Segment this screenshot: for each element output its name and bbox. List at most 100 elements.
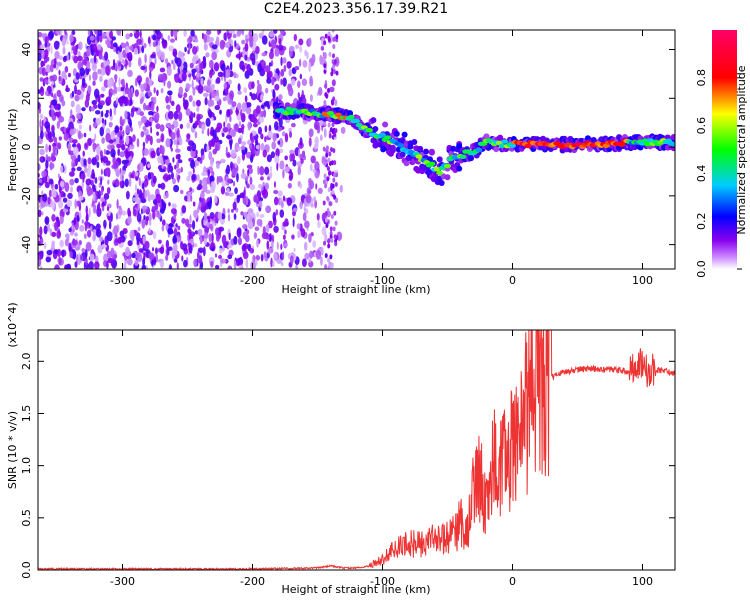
- spectrogram-cell: [84, 220, 89, 227]
- spectrogram-cell: [221, 234, 227, 245]
- spectrogram-cell: [333, 69, 337, 75]
- spectrogram-cell: [278, 38, 282, 46]
- spectrogram-cell: [41, 67, 46, 77]
- spectrogram-cell: [110, 89, 117, 94]
- spectrogram-cell: [246, 213, 250, 222]
- spectrogram-cell: [249, 247, 255, 254]
- spectrogram-cell: [209, 175, 214, 182]
- spectrogram-cell: [324, 233, 328, 243]
- spectrogram-cell: [244, 95, 248, 103]
- spectrogram-cell: [105, 65, 110, 76]
- spectrogram-cell: [212, 129, 217, 139]
- spectrogram-cell: [330, 160, 334, 166]
- spectrogram-cell: [46, 56, 50, 62]
- spectrogram-cell: [296, 223, 301, 230]
- spectrogram-cell: [199, 63, 203, 73]
- spectrogram-cell: [208, 232, 212, 243]
- spectrogram-cell: [78, 196, 84, 201]
- spectrogram-cell: [154, 30, 160, 35]
- spectrogram-cell: [216, 175, 219, 186]
- spectrogram-cell: [201, 179, 206, 186]
- spectrogram-cell: [227, 254, 233, 260]
- spectrogram-cell: [69, 109, 73, 117]
- spectrogram-cell: [236, 172, 239, 183]
- spectrogram-cell: [111, 36, 117, 41]
- spectrogram-cell: [127, 240, 133, 247]
- spectrogram-cell: [53, 136, 58, 143]
- spectrogram-cell: [196, 207, 200, 214]
- spectrogram-cell: [136, 75, 143, 84]
- spectrogram-cell: [111, 164, 116, 169]
- spectrogram-cell: [166, 66, 172, 76]
- spectrogram-cell: [148, 92, 153, 97]
- spectrogram-cell: [230, 149, 237, 159]
- spectrogram-cell: [87, 85, 92, 94]
- spectrogram-cell: [62, 197, 68, 203]
- spectrogram-cell: [223, 121, 226, 128]
- spectrogram-cell: [124, 178, 129, 188]
- spectrogram-cell: [99, 75, 103, 83]
- spectrogram-cell: [117, 236, 122, 244]
- spectrogram-cell: [151, 259, 154, 267]
- spectrogram-cell: [255, 45, 260, 55]
- spectrogram-cell: [161, 159, 164, 170]
- spectrogram-cell: [257, 126, 263, 135]
- spectrogram-cell: [178, 111, 183, 122]
- spectrogram-cell: [264, 87, 269, 94]
- spectrogram-cell: [303, 206, 306, 212]
- spectrogram-cell: [96, 44, 102, 51]
- spectrogram-cell: [153, 87, 156, 94]
- spectrogram-cell: [99, 68, 106, 76]
- spectrogram-cell: [444, 163, 451, 169]
- spectrogram-cell: [68, 242, 72, 252]
- spectrogram-cell: [178, 86, 184, 96]
- spectrogram-cell: [202, 58, 207, 69]
- spectrogram-cell: [61, 99, 66, 107]
- spectrogram-cell: [187, 197, 191, 203]
- spectrogram-cell: [81, 59, 88, 66]
- spectrogram-cell: [326, 176, 330, 182]
- spectrogram-cell: [329, 226, 333, 232]
- spectrogram-frame: [37, 29, 676, 270]
- spectrogram-cell: [39, 156, 44, 162]
- spectrogram-cell: [316, 213, 320, 221]
- spectrogram-cell: [226, 122, 231, 130]
- spectrogram-cell: [297, 80, 301, 88]
- spectrogram-cell: [127, 91, 134, 99]
- spectrogram-cell: [51, 200, 55, 210]
- spectrogram-cell: [327, 122, 331, 128]
- spectrogram-cell: [170, 100, 175, 107]
- spectrogram-cell: [76, 166, 82, 172]
- spectrogram-cell: [243, 87, 247, 94]
- spectrogram-cell: [39, 77, 44, 82]
- spectrogram-cell: [280, 68, 285, 77]
- spectrogram-cell: [51, 189, 57, 198]
- spectrogram-cell: [123, 60, 126, 65]
- spectrogram-cell: [283, 64, 287, 73]
- spectrogram-cell: [90, 106, 95, 112]
- spectrogram-cell: [334, 128, 338, 134]
- spectrogram-cell: [88, 74, 92, 82]
- spectrogram-cell: [159, 67, 166, 73]
- spectrogram-cell: [58, 69, 61, 76]
- spectrogram-cell: [322, 146, 326, 152]
- spectrogram-cell: [182, 96, 185, 103]
- spectrogram-cell: [89, 35, 95, 41]
- spectrogram-cell: [140, 130, 145, 138]
- spectrogram-cell: [41, 119, 44, 127]
- spectrogram-cell: [273, 225, 279, 233]
- spectrogram-cell: [159, 124, 164, 132]
- snr-y-tick-label: 0.0: [20, 561, 33, 579]
- spectrogram-cell: [118, 77, 121, 87]
- spectrogram-cell: [194, 120, 198, 127]
- spectrogram-cell: [38, 107, 41, 114]
- spectrogram-cell: [86, 187, 93, 196]
- spectrogram-cell: [171, 203, 177, 209]
- spectrogram-cell: [64, 65, 69, 73]
- spectrogram-cell: [146, 207, 150, 213]
- spectrogram-cell: [53, 63, 56, 69]
- spectrogram-cell: [152, 34, 157, 41]
- spectrogram-cell: [137, 45, 140, 55]
- spectrogram-cell: [152, 41, 157, 48]
